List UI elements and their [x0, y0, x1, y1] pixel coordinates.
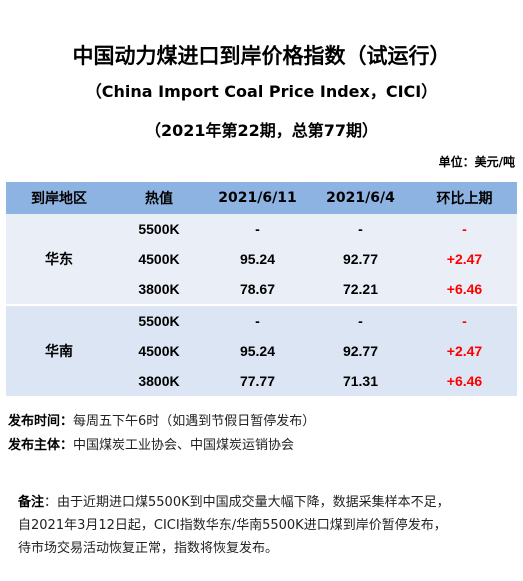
change-cell: +2.47 — [412, 336, 517, 366]
table-row: 华东 5500K - - - — [6, 214, 517, 305]
remarks-label: 备注 — [18, 495, 45, 510]
table-row: 4500K 95.24 92.77 +2.47 — [6, 244, 517, 274]
table-row: 3800K 78.67 72.21 +6.46 — [6, 274, 517, 305]
change-cell: - — [412, 214, 517, 244]
publisher: 发布主体：中国煤炭工业协会、中国煤炭运销协会 — [8, 437, 294, 455]
remarks-line-1: 备注：由于近期进口煤5500K到中国成交量大幅下降，数据采集样本不足， — [18, 491, 518, 514]
column-header-change: 环比上期 — [412, 182, 517, 214]
column-header-region: 到岸地区 — [6, 182, 112, 214]
calorific-cell: 4500K — [112, 244, 206, 274]
release-time-label: 发布时间： — [8, 414, 74, 429]
previous-price-cell: 72.21 — [309, 274, 412, 305]
remarks-text-1: ：由于近期进口煤5500K到中国成交量大幅下降，数据采集样本不足， — [44, 495, 450, 510]
current-price-cell: 77.77 — [206, 366, 309, 396]
remarks-line-2: 自2021年3月12日起，CICI指数华东/华南5500K进口煤到岸价暂停发布， — [18, 518, 447, 533]
change-cell: - — [412, 304, 517, 336]
previous-price-cell: - — [309, 304, 412, 336]
price-table: 到岸地区 热值 2021/6/11 2021/6/4 环比上期 华东 5500K… — [6, 182, 517, 396]
previous-price-cell: - — [309, 214, 412, 244]
calorific-cell: 3800K — [112, 366, 206, 396]
current-price-cell: - — [206, 214, 309, 244]
publisher-label: 发布主体： — [8, 438, 74, 453]
table-row: 3800K 77.77 71.31 +6.46 — [6, 366, 517, 396]
page-title: 中国动力煤进口到岸价格指数（试运行） — [72, 44, 451, 68]
previous-price-cell: 92.77 — [309, 244, 412, 274]
calorific-cell: 5500K — [112, 304, 206, 336]
release-time: 发布时间：每周五下午6时（如遇到节假日暂停发布） — [8, 413, 315, 431]
calorific-cell: 5500K — [112, 214, 206, 244]
change-cell: +6.46 — [412, 274, 517, 305]
table-row: 4500K 95.24 92.77 +2.47 — [6, 336, 517, 366]
remarks: 备注：由于近期进口煤5500K到中国成交量大幅下降，数据采集样本不足， 自202… — [18, 491, 518, 560]
release-time-value: 每周五下午6时（如遇到节假日暂停发布） — [73, 414, 316, 429]
column-header-previous-date: 2021/6/4 — [309, 182, 412, 214]
region-cell: 华南 — [6, 304, 112, 396]
current-price-cell: 78.67 — [206, 274, 309, 305]
remarks-line-3: 待市场交易活动恢复正常，指数将恢复发布。 — [18, 541, 279, 556]
unit-label: 单位：美元/吨 — [438, 155, 515, 169]
calorific-cell: 4500K — [112, 336, 206, 366]
previous-price-cell: 71.31 — [309, 366, 412, 396]
current-price-cell: - — [206, 304, 309, 336]
change-cell: +6.46 — [412, 366, 517, 396]
calorific-cell: 3800K — [112, 274, 206, 305]
column-header-calorific: 热值 — [112, 182, 206, 214]
current-price-cell: 95.24 — [206, 336, 309, 366]
table-header-row: 到岸地区 热值 2021/6/11 2021/6/4 环比上期 — [6, 182, 517, 214]
page-subtitle: （China Import Coal Price Index，CICI） — [85, 82, 438, 101]
previous-price-cell: 92.77 — [309, 336, 412, 366]
publisher-value: 中国煤炭工业协会、中国煤炭运销协会 — [73, 438, 295, 453]
change-cell: +2.47 — [412, 244, 517, 274]
issue-number: （2021年第22期，总第77期） — [144, 121, 379, 140]
current-price-cell: 95.24 — [206, 244, 309, 274]
region-cell: 华东 — [6, 214, 112, 305]
table-row: 华南 5500K - - - — [6, 304, 517, 396]
column-header-current-date: 2021/6/11 — [206, 182, 309, 214]
